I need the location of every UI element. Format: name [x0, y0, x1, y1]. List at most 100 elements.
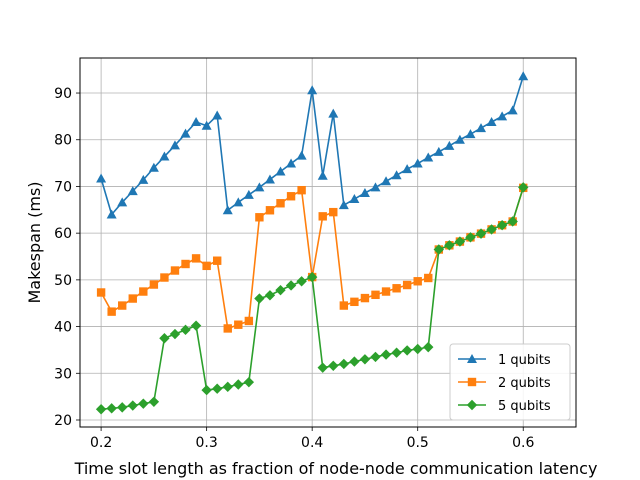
data-point [496, 220, 508, 231]
data-point [381, 176, 392, 186]
data-point [338, 200, 349, 210]
data-point [222, 381, 233, 393]
series-1 [96, 71, 529, 219]
plot-frame [79, 57, 577, 428]
data-point [307, 85, 318, 95]
data-point [359, 354, 371, 365]
legend-item: 1 qubits [458, 353, 551, 368]
y-tick-label: 70 [54, 179, 72, 195]
data-point [424, 273, 433, 283]
data-point [433, 146, 444, 156]
data-point [211, 383, 223, 394]
data-point [127, 186, 138, 196]
data-point [202, 261, 211, 271]
legend-label: 2 qubits [498, 376, 551, 391]
series-layer [95, 71, 529, 415]
data-point [169, 140, 180, 150]
x-tick-label: 0.2 [90, 435, 112, 451]
data-point [138, 398, 149, 409]
x-tick-label: 0.4 [301, 435, 323, 451]
series-3 [95, 182, 529, 415]
data-point [107, 307, 116, 316]
data-point [475, 228, 487, 239]
data-point [201, 384, 212, 396]
data-point [454, 236, 466, 247]
data-point [360, 293, 370, 303]
data-point [149, 280, 159, 289]
data-point [317, 170, 328, 180]
data-point [306, 271, 318, 283]
data-point [222, 205, 233, 215]
data-point [486, 224, 497, 235]
data-point [212, 110, 223, 120]
data-point [454, 134, 465, 144]
data-point [159, 151, 170, 161]
data-point [254, 182, 265, 192]
y-tick-label: 80 [54, 133, 72, 149]
data-point [243, 376, 255, 388]
data-point [148, 162, 159, 172]
data-point [170, 266, 180, 275]
data-point [444, 140, 455, 150]
data-point [444, 240, 455, 251]
data-point [275, 284, 286, 296]
data-point [370, 351, 381, 363]
data-point [190, 320, 202, 331]
legend-marker [467, 354, 477, 363]
x-tick-label: 0.3 [196, 435, 218, 451]
legend-label: 1 qubits [498, 353, 551, 368]
data-point [255, 213, 264, 222]
data-point [413, 277, 422, 286]
data-point [339, 301, 349, 310]
data-point [254, 293, 265, 304]
data-point [518, 71, 529, 81]
data-point [392, 284, 401, 293]
data-point [191, 254, 201, 263]
data-point [180, 128, 191, 138]
data-point [350, 297, 359, 307]
data-point [106, 403, 117, 414]
data-point [275, 166, 286, 176]
data-point [402, 164, 413, 174]
data-point [391, 170, 402, 180]
data-point [96, 173, 107, 183]
data-point [318, 212, 327, 221]
data-point [106, 209, 117, 219]
data-point [285, 280, 297, 291]
legend-marker [466, 399, 478, 411]
data-point [223, 324, 232, 333]
data-point [329, 207, 338, 217]
y-axis-label: Makespan (ms) [25, 181, 44, 303]
data-point [349, 356, 360, 367]
data-point [233, 197, 244, 207]
data-point [317, 362, 328, 373]
data-point [518, 182, 529, 193]
data-point [381, 287, 391, 296]
x-axis-label: Time slot length as fraction of node-nod… [74, 459, 598, 478]
data-point [328, 108, 339, 118]
data-point [191, 116, 202, 126]
data-point [391, 347, 402, 358]
data-point [169, 328, 181, 340]
data-point [328, 360, 339, 372]
data-point [117, 197, 128, 207]
data-point [507, 105, 518, 115]
data-point [286, 158, 297, 168]
data-point [338, 358, 350, 370]
data-point [117, 402, 128, 413]
data-point [160, 273, 169, 282]
legend: 1 qubits 2 qubits 5 qubits [449, 343, 571, 421]
data-point [296, 276, 307, 287]
data-point [233, 379, 244, 390]
data-point [423, 152, 434, 162]
data-point [264, 290, 276, 301]
data-point [118, 301, 127, 310]
data-point [234, 320, 243, 329]
data-point [497, 111, 508, 121]
y-tick-label: 60 [54, 226, 72, 242]
y-tick-label: 30 [54, 366, 72, 382]
data-point [412, 343, 423, 355]
y-tick-label: 40 [54, 320, 72, 336]
data-point [296, 150, 307, 160]
data-point [486, 116, 497, 126]
